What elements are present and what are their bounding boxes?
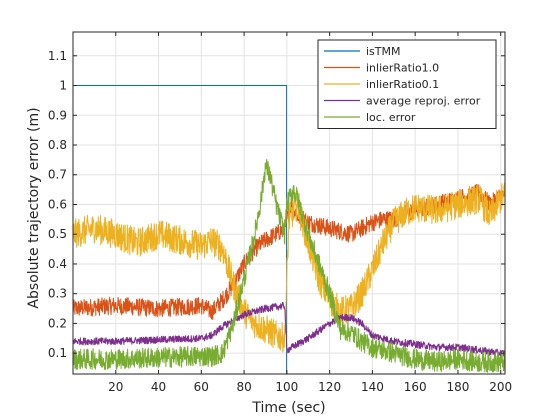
y-tick-label: 0.9: [48, 108, 67, 122]
x-tick-label: 160: [404, 380, 427, 394]
legend-entry: loc. error: [366, 111, 416, 124]
legend-entry: inlierRatio1.0: [366, 62, 439, 75]
y-tick-label: 1.1: [48, 49, 67, 63]
x-tick-label: 40: [151, 380, 166, 394]
x-axis-label: Time (sec): [251, 400, 325, 416]
y-tick-label: 0.2: [48, 316, 67, 330]
series-line-0: [73, 85, 505, 374]
y-tick-label: 1: [59, 79, 67, 93]
series-line-4: [73, 158, 505, 373]
x-tick-label: 200: [489, 380, 512, 394]
x-tick-label: 140: [361, 380, 384, 394]
y-tick-label: 0.6: [48, 197, 67, 211]
x-tick-label: 120: [318, 380, 341, 394]
y-tick-label: 0.5: [48, 227, 67, 241]
axes-box: [72, 31, 506, 375]
y-tick-label: 0.1: [48, 346, 67, 360]
y-tick-label: 0.3: [48, 287, 67, 301]
legend: isTMM inlierRatio1.0 inlierRatio0.1 average…: [317, 39, 497, 129]
y-tick-label: 0.8: [48, 138, 67, 152]
x-tick-label: 180: [446, 380, 469, 394]
y-tick-label: 0.4: [48, 257, 67, 271]
x-tick-label: 20: [108, 380, 123, 394]
x-tick-label: 100: [275, 380, 298, 394]
y-axis-label: Absolute trajectory error (m): [26, 107, 42, 308]
legend-entry: inlierRatio0.1: [366, 78, 439, 91]
x-tick-label: 80: [236, 380, 251, 394]
ticks: 20 40 60 80 100 120 140 160 180 200 0.1 0.2 0.3 0.4 0.…: [48, 32, 512, 394]
plot-area: [73, 85, 505, 374]
legend-entry: isTMM: [366, 45, 401, 58]
legend-entry: average reproj. error: [366, 95, 481, 108]
x-tick-label: 60: [194, 380, 209, 394]
y-tick-label: 0.7: [48, 168, 67, 182]
series-line-3: [73, 301, 505, 358]
